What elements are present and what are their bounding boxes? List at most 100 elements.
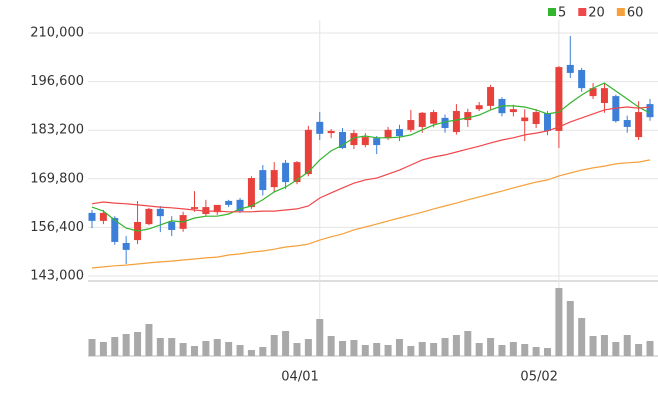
candle-body (589, 88, 597, 97)
volume-bar (589, 336, 597, 356)
y-tick-label: 143,000 (30, 269, 84, 284)
volume-bar (475, 343, 483, 356)
candle-body (544, 113, 552, 131)
candle-body (327, 130, 335, 134)
volume-bar (600, 335, 608, 356)
volume-bar (395, 339, 403, 356)
volume-bar (202, 341, 210, 356)
candle-body (578, 69, 586, 89)
volume-bar (509, 342, 517, 356)
candle-body (521, 117, 529, 122)
volume-bar (566, 301, 574, 356)
candle-body (190, 207, 198, 209)
candle-body (168, 221, 176, 230)
volume-bar (304, 339, 312, 356)
legend-swatch (548, 8, 556, 16)
candle-body (259, 170, 267, 191)
volume-bar (612, 342, 620, 356)
candle-body (600, 88, 608, 103)
candle-body (430, 112, 438, 124)
ma-line (91, 106, 651, 213)
candle-body (236, 199, 244, 212)
volume-bar (464, 331, 472, 356)
volume-bar (225, 342, 233, 356)
volume-bar (111, 337, 119, 356)
x-tick-label: 05/02 (520, 370, 557, 385)
y-tick-label: 196,600 (30, 74, 84, 89)
volume-bar (521, 344, 529, 356)
volume-bar (122, 334, 130, 356)
candle-body (395, 129, 403, 137)
candle-body (339, 132, 347, 148)
candle-body (384, 129, 392, 139)
candle-body (464, 112, 472, 121)
candle-body (532, 112, 540, 125)
legend-swatch (616, 8, 625, 16)
candle-body (122, 242, 130, 250)
volume-bar (635, 344, 643, 356)
volume-bar (452, 335, 460, 356)
candle-body (88, 212, 96, 221)
volume-bar (646, 341, 654, 356)
volume-bar (532, 347, 540, 356)
candle-body (646, 104, 654, 118)
legend-swatch (578, 8, 587, 16)
candle-body (225, 200, 233, 205)
volume-bar (247, 350, 255, 356)
volume-bar (282, 331, 290, 356)
volume-bar (145, 324, 153, 356)
ma-line (91, 159, 651, 269)
y-tick-label: 169,800 (30, 171, 84, 186)
volume-bar (316, 319, 324, 356)
volume-bar (487, 338, 495, 356)
candle-body (475, 105, 483, 110)
volume-bar (179, 343, 187, 356)
candle-body (635, 112, 643, 138)
candle-body (350, 133, 358, 146)
volume-bar (430, 343, 438, 356)
candle-body (418, 112, 426, 127)
ma-line (91, 82, 651, 232)
volume-bar (418, 342, 426, 356)
candle-body (99, 212, 107, 221)
volume-bar (361, 345, 369, 356)
volume-bar (350, 340, 358, 356)
volume-bar (407, 346, 415, 356)
candle-body (566, 64, 574, 73)
candle-body (509, 109, 517, 113)
candle-body (407, 120, 415, 130)
y-tick-label: 183,200 (30, 123, 84, 138)
x-tick-label: 04/01 (281, 370, 318, 385)
volume-bar (236, 345, 244, 356)
legend: 5 20 60 (548, 6, 643, 21)
volume-bar (293, 343, 301, 356)
volume-bar (441, 338, 449, 356)
volume-bar (134, 332, 142, 356)
candle-body (555, 67, 563, 131)
volume-bar (327, 336, 335, 356)
y-tick-label: 210,000 (30, 26, 84, 41)
volume-bar (259, 347, 267, 356)
candle-body (270, 170, 278, 188)
candle-body (156, 208, 164, 217)
candle-body (282, 162, 290, 183)
volume-bar (373, 343, 381, 356)
candle-body (213, 204, 221, 213)
candle-body (452, 110, 460, 133)
candle-body (361, 137, 369, 146)
candle-body (316, 121, 324, 134)
candle-body (247, 178, 255, 208)
volume-bar (190, 346, 198, 356)
volume-bar (623, 335, 631, 356)
candle-body (487, 87, 495, 106)
volume-bar (168, 338, 176, 356)
candle-body (304, 129, 312, 175)
candle-body (145, 208, 153, 225)
volume-bar (339, 341, 347, 356)
volume-bar (544, 348, 552, 356)
candle-body (293, 162, 301, 183)
volume-bar (156, 338, 164, 356)
volume-bar (578, 318, 586, 356)
y-tick-label: 156,400 (30, 220, 84, 235)
